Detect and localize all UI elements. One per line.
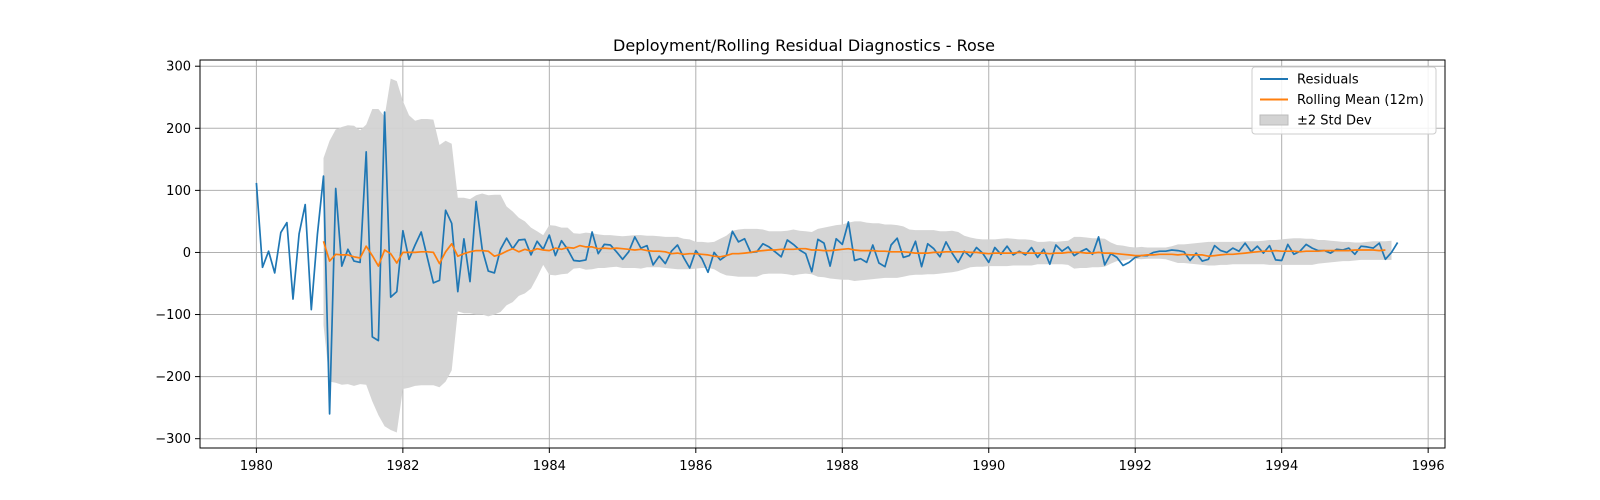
- y-tick-label: −300: [155, 432, 191, 447]
- std-band-layer: [323, 78, 1392, 433]
- y-axis: −300 −200 −100 0 100 200 300: [155, 60, 200, 447]
- plot-frame: [199, 59, 1446, 449]
- legend: Residuals Rolling Mean (12m) ±2 Std Dev: [1251, 66, 1437, 135]
- x-tick-label: 1996: [1412, 459, 1445, 474]
- residuals-line: [255, 111, 1399, 415]
- x-tick-label: 1980: [240, 459, 273, 474]
- legend-swatch: [1259, 114, 1289, 126]
- series-layer: [255, 111, 1399, 415]
- x-tick-label: 1990: [972, 459, 1005, 474]
- x-tick-label: 1984: [533, 459, 566, 474]
- legend-label: Residuals: [1297, 73, 1359, 88]
- y-tick-label: 300: [166, 60, 191, 75]
- x-tick-label: 1986: [679, 459, 712, 474]
- rolling-mean-line: [322, 241, 1386, 267]
- y-tick-label: −100: [155, 308, 191, 323]
- legend-label: Rolling Mean (12m): [1297, 93, 1424, 108]
- x-tick-label: 1994: [1265, 459, 1298, 474]
- chart-title: Deployment/Rolling Residual Diagnostics …: [613, 36, 995, 55]
- y-tick-label: 100: [166, 184, 191, 199]
- x-tick-label: 1982: [386, 459, 419, 474]
- y-tick-label: 200: [166, 122, 191, 137]
- y-tick-label: 0: [183, 246, 191, 261]
- x-tick-label: 1992: [1119, 459, 1152, 474]
- legend-label: ±2 Std Dev: [1297, 114, 1372, 129]
- x-tick-label: 1988: [826, 459, 859, 474]
- std-band-area: [323, 78, 1392, 433]
- x-axis: 1980 1982 1984 1986 1988 1990 1992 1994 1996: [240, 448, 1445, 474]
- y-tick-label: −200: [155, 370, 191, 385]
- legend-box: [1251, 66, 1437, 135]
